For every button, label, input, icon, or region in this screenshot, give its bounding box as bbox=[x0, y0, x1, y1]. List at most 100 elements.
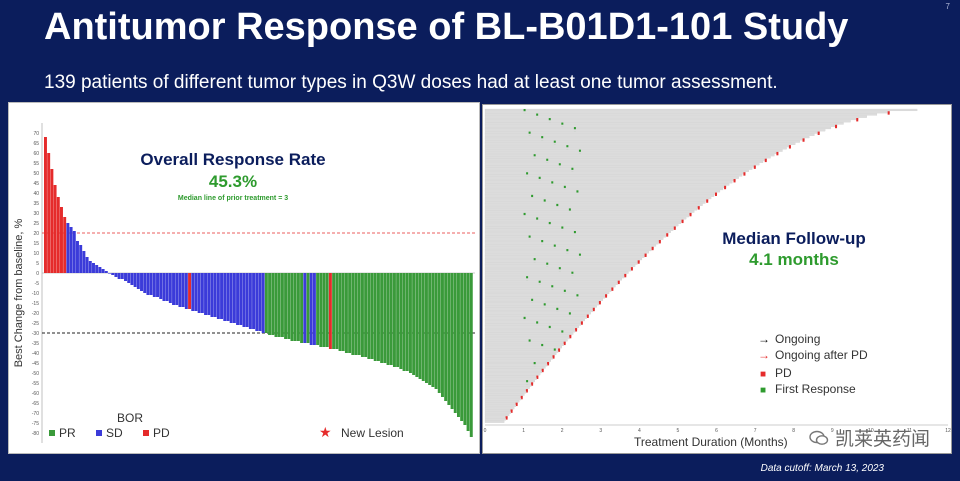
waterfall-bar bbox=[149, 273, 153, 295]
waterfall-bar bbox=[396, 273, 400, 367]
first-response-marker bbox=[528, 131, 531, 136]
first-response-marker bbox=[538, 280, 541, 285]
waterfall-bar bbox=[389, 273, 393, 365]
first-response-marker bbox=[526, 172, 529, 177]
swimmer-bar bbox=[484, 167, 753, 170]
waterfall-bar bbox=[44, 137, 47, 273]
swimmer-bar bbox=[484, 192, 718, 195]
waterfall-bar bbox=[344, 273, 348, 353]
first-response-marker bbox=[543, 199, 546, 204]
waterfall-bar bbox=[418, 273, 422, 379]
swimmer-xtick: 12 bbox=[945, 428, 951, 434]
waterfall-bar bbox=[98, 267, 102, 273]
swimmer-bar bbox=[484, 147, 787, 150]
swimmer-bar bbox=[484, 120, 851, 123]
first-response-marker bbox=[523, 316, 526, 321]
swimmer-bar bbox=[484, 364, 548, 367]
swimmer-bar bbox=[484, 298, 604, 301]
swimmer-bar bbox=[484, 145, 792, 148]
waterfall-bar bbox=[383, 273, 387, 363]
waterfall-bar bbox=[300, 273, 304, 343]
swimmer-bar bbox=[484, 287, 614, 290]
waterfall-bar bbox=[56, 197, 60, 273]
swimmer-bar bbox=[484, 318, 585, 322]
first-response-marker bbox=[523, 109, 526, 114]
pd-marker bbox=[630, 267, 633, 271]
swimmer-bar bbox=[484, 226, 676, 229]
swimmer-bar bbox=[484, 346, 563, 349]
first-response-marker bbox=[528, 235, 531, 240]
swimmer-bar bbox=[484, 260, 640, 263]
swimmer-bar bbox=[484, 312, 591, 315]
swimmer-bar bbox=[484, 163, 760, 166]
waterfall-bar bbox=[293, 273, 297, 341]
first-response-marker bbox=[531, 298, 534, 303]
swimmer-bar bbox=[484, 115, 867, 118]
swimmer-bar bbox=[484, 149, 783, 152]
pd-marker bbox=[776, 151, 779, 156]
first-response-marker bbox=[536, 321, 539, 326]
waterfall-bar bbox=[380, 273, 384, 363]
swimmer-bar bbox=[484, 181, 733, 184]
pd-marker bbox=[689, 212, 692, 217]
swimmer-xlabel: Treatment Duration (Months) bbox=[634, 435, 788, 449]
first-response-marker bbox=[571, 167, 574, 172]
waterfall-bar bbox=[456, 273, 460, 417]
legend-ongoing-label: Ongoing bbox=[775, 332, 820, 346]
waterfall-bar bbox=[405, 273, 409, 371]
pd-marker bbox=[764, 158, 767, 163]
swimmer-xtick: 7 bbox=[754, 428, 757, 434]
swimmer-bar bbox=[484, 291, 610, 294]
swimmer-bar bbox=[484, 230, 671, 234]
waterfall-bar bbox=[341, 273, 345, 351]
legend-new-lesion-label: New Lesion bbox=[341, 426, 404, 440]
waterfall-bar bbox=[200, 273, 204, 313]
pd-marker bbox=[580, 321, 583, 325]
waterfall-bar bbox=[316, 273, 320, 345]
first-response-marker bbox=[561, 226, 564, 231]
swimmer-bar bbox=[484, 122, 844, 125]
waterfall-bar bbox=[156, 273, 159, 297]
waterfall-chart-panel: 70 65 60 55 50 45 40 35 30 25 20 15 10 5 0 -5 -10 -15 -20-… bbox=[8, 102, 480, 454]
followup-value: 4.1 months bbox=[749, 250, 839, 269]
waterfall-ytick: 10 bbox=[33, 251, 39, 257]
swimmer-bar bbox=[484, 187, 724, 191]
waterfall-bar bbox=[242, 273, 246, 327]
waterfall-bar bbox=[444, 273, 448, 401]
first-response-marker bbox=[568, 312, 571, 317]
first-response-marker bbox=[573, 230, 576, 236]
swimmer-bar bbox=[484, 352, 557, 355]
waterfall-bar bbox=[319, 273, 323, 347]
legend-swimmer-pd-label: PD bbox=[775, 366, 792, 380]
swimmer-bar bbox=[484, 242, 659, 245]
swimmer-bar bbox=[484, 418, 507, 421]
pd-marker bbox=[681, 219, 684, 224]
pd-marker bbox=[563, 341, 566, 346]
swimmer-bar bbox=[484, 400, 520, 403]
pd-marker bbox=[592, 307, 595, 312]
swimmer-bar bbox=[484, 321, 583, 324]
first-response-marker bbox=[566, 249, 569, 254]
waterfall-bar bbox=[386, 273, 390, 365]
waterfall-bar bbox=[114, 273, 118, 277]
swimmer-bar bbox=[484, 136, 810, 139]
waterfall-bar bbox=[85, 257, 89, 273]
waterfall-bar bbox=[348, 273, 352, 353]
waterfall-bar bbox=[357, 273, 361, 355]
first-response-marker bbox=[536, 217, 539, 222]
swimmer-bar bbox=[484, 366, 546, 369]
pd-marker bbox=[673, 226, 676, 230]
first-response-marker bbox=[548, 221, 551, 227]
waterfall-bar bbox=[248, 273, 252, 329]
waterfall-bar bbox=[229, 273, 233, 323]
pd-marker bbox=[505, 416, 508, 420]
waterfall-ytick: -15 bbox=[32, 301, 39, 307]
waterfall-bar bbox=[431, 273, 435, 387]
swimmer-bar bbox=[484, 382, 534, 385]
swimmer-bar bbox=[484, 165, 756, 168]
waterfall-bar bbox=[72, 231, 76, 273]
swimmer-bar bbox=[484, 117, 859, 121]
pd-marker bbox=[617, 280, 620, 285]
pd-marker bbox=[520, 395, 523, 400]
waterfall-bar bbox=[245, 273, 249, 327]
